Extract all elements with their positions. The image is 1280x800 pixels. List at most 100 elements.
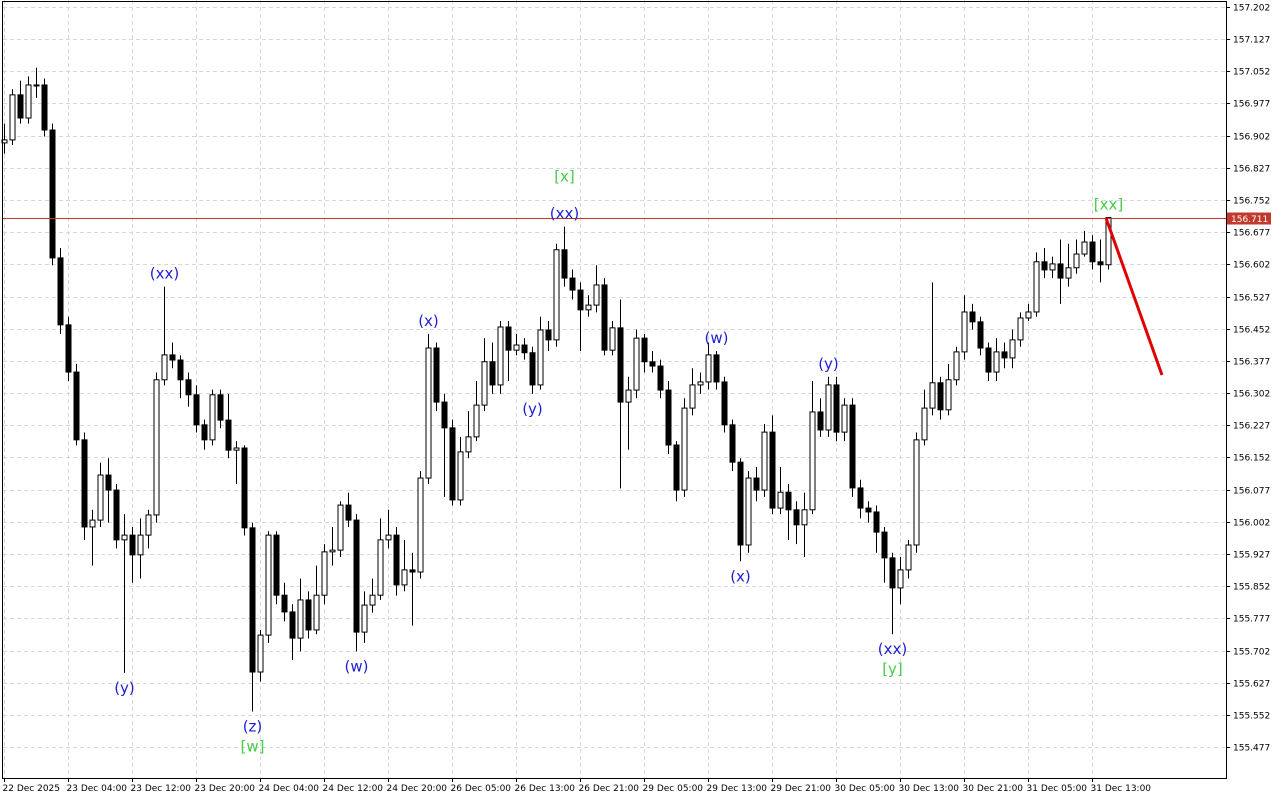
candle-body: [1001, 351, 1008, 359]
wave-label: [xx]: [1094, 196, 1123, 214]
candle-body: [809, 411, 816, 511]
candle-body: [921, 407, 928, 441]
wave-label: (w): [345, 657, 369, 675]
candle-body: [369, 594, 376, 606]
candle-body: [233, 447, 240, 451]
wave-label: (x): [418, 312, 439, 330]
candle-body: [57, 257, 64, 326]
y-tick-label: 156.827: [1233, 165, 1270, 175]
candle-body: [409, 569, 416, 573]
candle-body: [81, 439, 88, 528]
y-tick-label: 156.227: [1233, 422, 1270, 432]
wave-label: (y): [818, 355, 839, 373]
candle-body: [385, 534, 392, 541]
candle-body: [177, 359, 184, 381]
candle-body: [913, 439, 920, 546]
candle-body: [721, 381, 728, 426]
candle-body: [817, 411, 824, 431]
wave-label: (x): [730, 567, 751, 585]
candle-body: [569, 277, 576, 291]
wave-label: (xx): [878, 640, 907, 658]
x-tick-label: 29 Dec 21:00: [771, 784, 832, 794]
x-tick-label: 24 Dec 20:00: [387, 784, 448, 794]
candle-body: [585, 304, 592, 311]
candle-body: [633, 337, 640, 391]
candle-body: [561, 249, 568, 279]
y-tick-label: 156.452: [1233, 326, 1270, 336]
candle-body: [193, 394, 200, 426]
candle-body: [897, 569, 904, 589]
candle-body: [329, 549, 336, 553]
candle-body: [833, 384, 840, 433]
candle-body: [697, 381, 704, 386]
candle-body: [337, 504, 344, 551]
candle-body: [129, 534, 136, 556]
candle-body: [265, 534, 272, 636]
candle-body: [713, 354, 720, 383]
forecast-line: [1104, 217, 1164, 376]
candle-body: [89, 519, 96, 528]
candle-body: [105, 474, 112, 491]
candle-body: [113, 489, 120, 541]
candle-body: [417, 477, 424, 573]
candle-body: [377, 539, 384, 596]
candle-body: [97, 474, 104, 521]
candle-body: [865, 507, 872, 513]
candle-body: [665, 389, 672, 446]
marks: [1, 67, 1226, 712]
x-tick-label: 30 Dec 21:00: [963, 784, 1024, 794]
x-tick-label: 22 Dec 2025: [3, 784, 61, 794]
candle-body: [225, 419, 232, 451]
x-tick-label: 31 Dec 13:00: [1091, 784, 1152, 794]
x-tick-label: 29 Dec 13:00: [707, 784, 768, 794]
x-tick-label: 29 Dec 05:00: [643, 784, 704, 794]
candle-body: [241, 447, 248, 529]
candle-body: [137, 534, 144, 556]
y-tick-label: 156.752: [1233, 197, 1270, 207]
y-tick-label: 155.552: [1233, 712, 1270, 722]
y-tick-label: 156.002: [1233, 519, 1270, 529]
x-tick-label: 23 Dec 04:00: [67, 784, 128, 794]
candle-body: [553, 249, 560, 341]
candle-body: [945, 379, 952, 411]
wave-label: (xx): [550, 205, 579, 223]
y-tick-label: 156.077: [1233, 487, 1270, 497]
y-tick-label: 157.127: [1233, 36, 1270, 46]
candle-body: [217, 394, 224, 421]
candle-body: [497, 326, 504, 386]
x-tick-label: 23 Dec 12:00: [131, 784, 192, 794]
candle-body: [1041, 261, 1048, 271]
candle-body: [273, 534, 280, 596]
candle-body: [345, 504, 352, 521]
candle-body: [609, 327, 616, 351]
candle-body: [969, 311, 976, 323]
candle-body: [729, 424, 736, 463]
candle-body: [537, 329, 544, 386]
candle-body: [777, 491, 784, 509]
y-tick-label: 155.852: [1233, 583, 1270, 593]
candle-body: [889, 557, 896, 589]
candle-body: [1081, 241, 1088, 255]
candle-body: [25, 84, 32, 119]
candle-body: [649, 361, 656, 367]
candle-body: [1049, 263, 1056, 271]
candle-body: [305, 599, 312, 631]
y-tick-label: 156.377: [1233, 358, 1270, 368]
candle-body: [785, 491, 792, 511]
candle-body: [769, 431, 776, 509]
candle-body: [65, 324, 72, 373]
candle-body: [161, 354, 168, 381]
candle-body: [657, 365, 664, 391]
candle-body: [201, 424, 208, 441]
candle-body: [361, 604, 368, 633]
wave-label: [y]: [882, 660, 903, 678]
candle-body: [41, 84, 48, 131]
candle-body: [641, 337, 648, 363]
candle-body: [737, 461, 744, 546]
price-label: 156.711: [1231, 215, 1268, 225]
candle-body: [849, 404, 856, 489]
candle-body: [753, 477, 760, 491]
x-tick-label: 30 Dec 05:00: [835, 784, 896, 794]
